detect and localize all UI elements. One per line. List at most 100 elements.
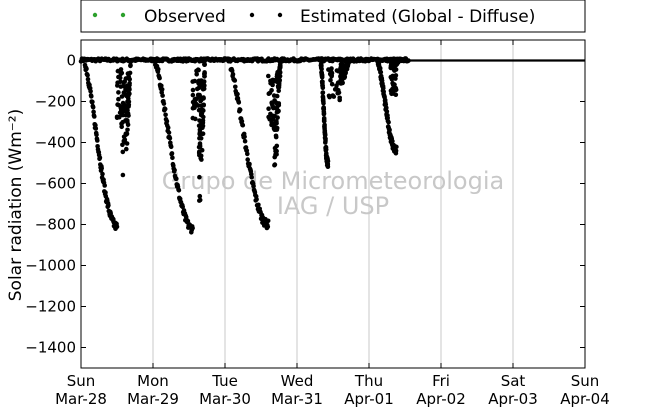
estimated-point: [100, 171, 105, 177]
estimated-point: [319, 66, 324, 72]
y-tick-label: −1400: [25, 339, 76, 357]
x-tick-label-date: Mar-29: [127, 390, 179, 408]
estimated-point: [202, 73, 207, 79]
estimated-point: [190, 115, 196, 121]
estimated-point: [197, 198, 202, 203]
x-tick-label-day: Sun: [67, 372, 96, 390]
estimated-point: [192, 97, 198, 102]
x-tick-label-date: Apr-02: [416, 390, 466, 408]
y-axis: 0 −200 −400 −600 −800 −1000 −1200 −1400: [25, 52, 585, 357]
estimated-point: [319, 74, 325, 80]
estimated-point: [119, 94, 125, 99]
estimated-point: [192, 102, 197, 108]
estimated-point: [167, 136, 173, 141]
estimated-point: [123, 131, 129, 136]
watermark-line-2: IAG / USP: [277, 192, 389, 220]
estimated-point: [200, 131, 206, 136]
estimated-point: [381, 85, 386, 91]
estimated-point: [185, 218, 191, 224]
estimated-point: [323, 138, 328, 144]
estimated-point: [195, 92, 201, 98]
estimated-point: [249, 175, 254, 180]
estimated-point: [91, 109, 96, 115]
estimated-point: [118, 79, 123, 84]
estimated-point: [125, 99, 130, 105]
estimated-point: [124, 118, 129, 123]
estimated-point: [119, 124, 124, 130]
estimated-point: [381, 89, 387, 95]
estimated-point: [161, 101, 167, 106]
estimated-point: [102, 183, 107, 188]
estimated-point: [159, 83, 164, 89]
estimated-point: [334, 86, 339, 91]
y-tick-label: −1000: [25, 257, 76, 275]
legend-marker-estimated: [249, 12, 255, 18]
estimated-point: [270, 104, 276, 110]
legend: Observed Estimated (Global - Diffuse): [80, 0, 586, 33]
estimated-point: [342, 74, 348, 80]
estimated-point: [325, 158, 331, 164]
x-tick-label-date: Mar-28: [55, 390, 107, 408]
estimated-point: [270, 113, 275, 119]
estimated-point: [274, 120, 279, 126]
estimated-point: [329, 74, 334, 79]
estimated-point: [157, 75, 162, 81]
legend-box: [80, 0, 586, 33]
estimated-point: [327, 94, 332, 100]
estimated-point: [196, 123, 202, 128]
estimated-point: [274, 105, 280, 110]
estimated-point: [274, 110, 280, 115]
estimated-point: [116, 90, 121, 95]
estimated-point: [390, 73, 396, 79]
estimated-point: [335, 80, 341, 85]
estimated-point: [172, 167, 177, 173]
estimated-point: [270, 123, 276, 128]
estimated-point: [232, 78, 238, 83]
estimated-point: [320, 79, 325, 85]
estimated-point: [328, 78, 333, 83]
estimated-point: [269, 88, 274, 93]
x-tick-label-date: Apr-03: [488, 390, 538, 408]
estimated-point: [275, 69, 280, 75]
estimated-point: [329, 81, 335, 87]
estimated-point: [99, 166, 104, 171]
x-tick-label-day: Mon: [137, 372, 169, 390]
estimated-point: [198, 136, 204, 141]
estimated-point: [117, 75, 123, 81]
estimated-point: [266, 114, 271, 120]
estimated-point: [378, 69, 384, 75]
estimated-point: [269, 100, 275, 105]
estimated-point: [85, 72, 90, 78]
estimated-point: [114, 114, 120, 120]
estimated-point: [123, 76, 129, 81]
estimated-point: [201, 95, 206, 100]
estimated-point: [169, 151, 175, 156]
estimated-point: [201, 103, 206, 108]
x-tick-label-day: Thu: [354, 372, 383, 390]
estimated-point: [377, 65, 383, 71]
estimated-point: [118, 67, 124, 72]
estimated-point: [273, 148, 278, 154]
x-tick-label-date: Mar-31: [271, 390, 323, 408]
estimated-point: [92, 114, 97, 119]
estimated-point: [392, 68, 397, 73]
estimated-point: [390, 138, 395, 144]
estimated-point: [393, 92, 399, 97]
estimated-point: [194, 72, 199, 77]
estimated-point: [159, 87, 165, 92]
estimated-point: [274, 143, 280, 149]
estimated-point: [256, 202, 261, 208]
estimated-point: [331, 94, 337, 99]
estimated-point: [247, 161, 252, 167]
estimated-point: [196, 103, 201, 108]
estimated-point: [239, 119, 245, 124]
estimated-point: [168, 144, 174, 150]
estimated-point: [170, 155, 175, 161]
estimated-point: [276, 88, 282, 93]
estimated-point: [274, 127, 280, 132]
estimated-point: [200, 120, 206, 125]
estimated-point: [233, 84, 238, 90]
y-tick-label: −800: [35, 216, 76, 234]
estimated-point: [240, 122, 246, 128]
estimated-point: [166, 130, 172, 135]
